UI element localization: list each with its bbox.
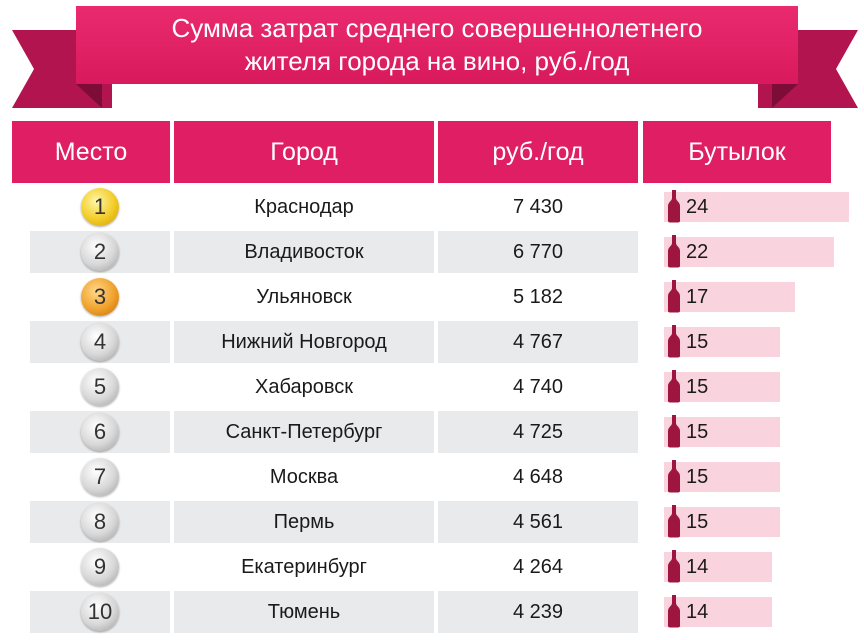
cell-rub: 4 264 bbox=[512, 555, 564, 578]
cell-place: 2 bbox=[30, 231, 170, 273]
bottles-bar bbox=[664, 282, 795, 312]
cell-rub: 4 239 bbox=[438, 591, 638, 633]
bottles-bar bbox=[664, 192, 849, 222]
cell-place: 9 bbox=[30, 546, 170, 588]
rank-medal: 3 bbox=[81, 278, 119, 316]
bottles-bar bbox=[664, 552, 772, 582]
wine-bottle-icon bbox=[668, 460, 680, 493]
rank-medal: 10 bbox=[81, 593, 119, 631]
table-row: 6 Санкт-Петербург 4 725 15 bbox=[0, 410, 864, 454]
wine-bottle-icon bbox=[668, 190, 680, 223]
rank-medal: 8 bbox=[81, 503, 119, 541]
table-row: 5 Хабаровск 4 740 15 bbox=[0, 365, 864, 409]
bottles-bar bbox=[664, 237, 834, 267]
bottles-value: 14 bbox=[686, 600, 709, 623]
cell-city: Екатеринбург bbox=[241, 555, 367, 578]
bottles-bar bbox=[664, 462, 780, 492]
bottles-value: 14 bbox=[686, 555, 709, 578]
cell-rub: 4 767 bbox=[438, 321, 638, 363]
cell-city: Пермь bbox=[174, 501, 434, 543]
table-row: 9 Екатеринбург 4 264 14 bbox=[0, 545, 864, 589]
cell-rub: 4 740 bbox=[512, 375, 564, 398]
cell-rub: 7 430 bbox=[438, 186, 638, 228]
rank-medal: 5 bbox=[81, 368, 119, 406]
cell-city: Владивосток bbox=[174, 231, 434, 273]
header-city: Город bbox=[174, 121, 434, 183]
wine-bottle-icon bbox=[668, 415, 680, 448]
bottles-bar bbox=[664, 597, 772, 627]
cell-rub: 6 770 bbox=[438, 231, 638, 273]
cell-city: Хабаровск bbox=[255, 375, 353, 398]
cell-place: 8 bbox=[30, 501, 170, 543]
table-row: 10 Тюмень 4 239 14 bbox=[0, 590, 864, 634]
cell-rub: 4 725 bbox=[438, 411, 638, 453]
table-row: 4 Нижний Новгород 4 767 15 bbox=[0, 320, 864, 364]
rank-medal: 9 bbox=[81, 548, 119, 586]
wine-bottle-icon bbox=[668, 280, 680, 313]
bottles-value: 15 bbox=[686, 420, 709, 443]
bottles-bar bbox=[664, 327, 780, 357]
cell-city: Ульяновск bbox=[256, 285, 352, 308]
cell-place: 1 bbox=[30, 186, 170, 228]
title-line-2: жителя города на вино, руб./год bbox=[244, 46, 630, 76]
rank-medal: 1 bbox=[81, 188, 119, 226]
wine-bottle-icon bbox=[668, 550, 680, 583]
rank-medal: 2 bbox=[81, 233, 119, 271]
cell-place: 3 bbox=[30, 276, 170, 318]
title-line-1: Сумма затрат среднего совершеннолетнего bbox=[171, 13, 703, 43]
cell-place: 10 bbox=[30, 591, 170, 633]
table-row: 7 Москва 4 648 15 bbox=[0, 455, 864, 499]
cell-place: 6 bbox=[30, 411, 170, 453]
bottles-value: 15 bbox=[686, 465, 709, 488]
cell-place: 7 bbox=[30, 456, 170, 498]
header-bottles: Бутылок bbox=[643, 121, 831, 183]
bottles-value: 15 bbox=[686, 510, 709, 533]
bottles-bar bbox=[664, 507, 780, 537]
bottles-bar bbox=[664, 417, 780, 447]
bottles-value: 24 bbox=[686, 195, 709, 218]
cell-city: Краснодар bbox=[174, 186, 434, 228]
cell-rub: 4 648 bbox=[512, 465, 564, 488]
bottles-value: 15 bbox=[686, 330, 709, 353]
table-row: 3 Ульяновск 5 182 17 bbox=[0, 275, 864, 319]
cell-rub: 4 561 bbox=[438, 501, 638, 543]
cell-city: Тюмень bbox=[174, 591, 434, 633]
rank-medal: 6 bbox=[81, 413, 119, 451]
title-banner: Сумма затрат среднего совершеннолетнего … bbox=[76, 6, 798, 84]
cell-city: Москва bbox=[269, 465, 339, 488]
wine-bottle-icon bbox=[668, 370, 680, 403]
wine-bottle-icon bbox=[668, 595, 680, 628]
header-rub: руб./год bbox=[438, 121, 638, 183]
table-row: 8 Пермь 4 561 15 bbox=[0, 500, 864, 544]
rank-medal: 4 bbox=[81, 323, 119, 361]
cell-rub: 5 182 bbox=[512, 285, 564, 308]
wine-bottle-icon bbox=[668, 325, 680, 358]
wine-bottle-icon bbox=[668, 235, 680, 268]
header-place: Место bbox=[12, 121, 170, 183]
bottles-bar bbox=[664, 372, 780, 402]
table-row: 1 Краснодар 7 430 24 bbox=[0, 185, 864, 229]
cell-place: 4 bbox=[30, 321, 170, 363]
cell-place: 5 bbox=[30, 366, 170, 408]
cell-city: Нижний Новгород bbox=[174, 321, 434, 363]
table-row: 2 Владивосток 6 770 22 bbox=[0, 230, 864, 274]
bottles-value: 22 bbox=[686, 240, 709, 263]
rank-medal: 7 bbox=[81, 458, 119, 496]
cell-city: Санкт-Петербург bbox=[174, 411, 434, 453]
bottles-value: 17 bbox=[686, 285, 709, 308]
bottles-value: 15 bbox=[686, 375, 709, 398]
wine-bottle-icon bbox=[668, 505, 680, 538]
